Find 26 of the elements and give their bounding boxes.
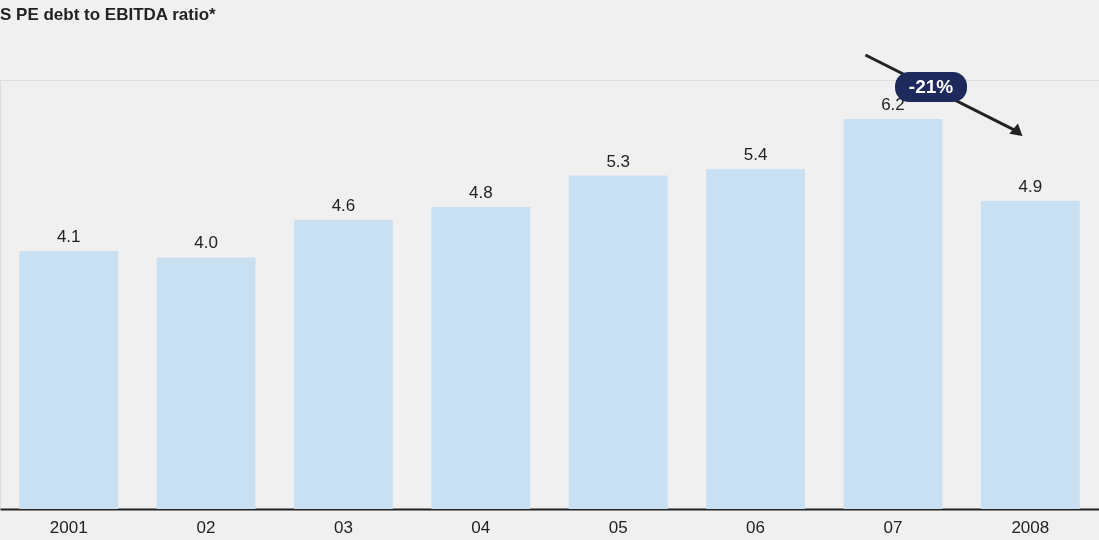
- x-tick-label: 03: [333, 517, 353, 537]
- x-tick-label: 06: [746, 517, 766, 537]
- bar: [843, 119, 943, 509]
- data-label: 4.0: [194, 233, 218, 253]
- bar: [156, 257, 256, 509]
- text: -21%: [908, 76, 954, 98]
- data-label: 5.4: [743, 145, 768, 165]
- data-label: 4.9: [1018, 176, 1043, 196]
- bar: [568, 175, 668, 509]
- bar: [980, 200, 1080, 509]
- x-tick-label: 02: [196, 517, 216, 537]
- bar: [431, 207, 531, 509]
- data-label: 6.2: [881, 95, 905, 114]
- x-tick-label: 05: [608, 517, 628, 537]
- bar: [19, 251, 119, 509]
- data-label: 5.3: [606, 151, 631, 171]
- data-label: 4.8: [468, 183, 493, 203]
- data-label: 4.1: [56, 227, 81, 247]
- chart-title: S PE debt to EBITDA ratio*: [0, 4, 217, 24]
- bar: [293, 219, 393, 509]
- bar: [706, 169, 806, 509]
- x-tick-label: 2001: [49, 517, 88, 537]
- data-label: 4.6: [331, 195, 356, 215]
- x-tick-label: 07: [883, 517, 903, 537]
- x-tick-label: 04: [471, 517, 491, 537]
- x-tick-label: 2008: [1011, 517, 1050, 537]
